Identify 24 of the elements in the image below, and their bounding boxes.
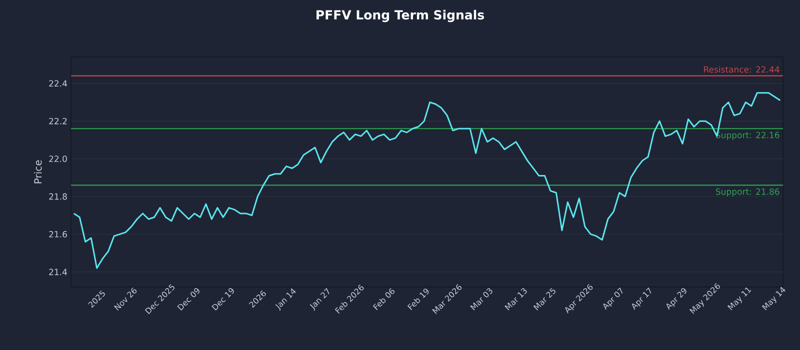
x-tick-label: Dec 19 xyxy=(212,288,234,310)
x-tick-label: Apr 07 xyxy=(603,287,623,310)
x-tick-label: Mar 03 xyxy=(470,288,492,310)
x-tick-label: Mar 25 xyxy=(533,288,556,310)
x-tick-label: Feb 06 xyxy=(372,288,395,310)
ref-line-label: Resistance: 22.44 xyxy=(704,66,780,73)
x-tick-label: Dec 09 xyxy=(177,288,200,310)
y-axis-title: Price xyxy=(34,160,42,184)
y-tick-label: 21.6 xyxy=(49,230,67,238)
y-tick-label: 21.4 xyxy=(49,268,68,276)
x-tick-label: Feb 19 xyxy=(407,288,429,310)
x-tick-label: Jan 14 xyxy=(275,288,296,311)
x-tick-label: Apr 29 xyxy=(666,288,686,310)
x-tick-label: Jan 27 xyxy=(310,288,330,311)
x-tick-label: Nov 26 xyxy=(114,288,137,311)
x-tick-label: Apr 17 xyxy=(632,287,652,310)
ref-line-label: Support: 22.16 xyxy=(716,132,780,140)
y-tick-label: 21.8 xyxy=(49,193,67,200)
y-tick-label: 22.4 xyxy=(49,80,68,87)
y-tick-label: 22.0 xyxy=(49,156,67,162)
ref-line-label: Support: 21.86 xyxy=(716,188,780,196)
x-tick-label: Mar 13 xyxy=(504,288,527,310)
y-tick-label: 22.2 xyxy=(49,118,67,124)
chart-title: PFFV Long Term Signals xyxy=(316,10,484,22)
